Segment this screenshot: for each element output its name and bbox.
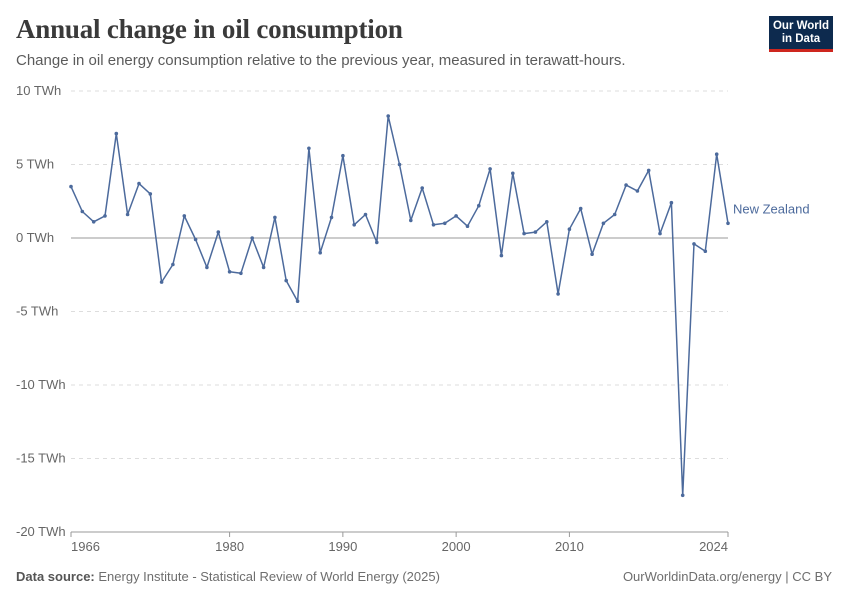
data-point — [205, 265, 209, 270]
data-point — [125, 212, 130, 217]
data-point — [341, 153, 345, 158]
data-point — [545, 220, 549, 224]
credit-link[interactable]: OurWorldinData.org/energy | CC BY — [622, 569, 832, 584]
data-point — [227, 270, 232, 274]
x-tick-label: 2000 — [442, 539, 471, 554]
data-point — [318, 250, 323, 255]
data-point — [171, 262, 175, 267]
data-point — [499, 253, 504, 258]
data-point — [114, 131, 119, 136]
data-point — [420, 186, 425, 190]
data-point — [431, 223, 436, 227]
chart-subtitle: Change in oil energy consumption relativ… — [16, 52, 626, 69]
data-point — [443, 221, 447, 226]
data-point — [91, 220, 96, 224]
data-point — [386, 114, 391, 118]
data-point — [624, 183, 628, 187]
data-point — [680, 493, 685, 498]
data-point — [273, 215, 277, 220]
data-point — [635, 189, 640, 193]
data-point — [375, 240, 379, 245]
series-line — [70, 115, 729, 497]
series-label: New Zealand — [733, 201, 810, 216]
x-tick-label: 2024 — [699, 539, 728, 554]
data-point — [669, 200, 674, 205]
data-point — [409, 218, 413, 223]
data-point — [239, 271, 243, 276]
y-tick-label: 10 TWh — [16, 83, 61, 98]
data-point — [284, 278, 289, 283]
y-tick-label: 5 TWh — [16, 157, 54, 172]
data-point — [261, 265, 266, 270]
data-point — [646, 168, 651, 173]
data-point — [692, 242, 696, 246]
data-point — [488, 167, 492, 171]
x-tick-label: 1966 — [71, 539, 100, 554]
data-point — [477, 203, 481, 208]
logo-line-1: Our World — [772, 19, 829, 32]
data-point — [69, 184, 73, 189]
data-point — [601, 221, 606, 226]
data-point — [612, 212, 617, 217]
data-source-text[interactable]: Energy Institute - Statistical Review of… — [98, 569, 440, 584]
data-point — [159, 280, 164, 284]
data-point — [193, 237, 198, 242]
logo-line-2: in Data — [781, 32, 821, 45]
y-tick-label: -10 TWh — [16, 377, 66, 392]
x-tick-label: 1990 — [328, 539, 357, 554]
y-tick-label: -5 TWh — [16, 304, 58, 319]
data-point — [465, 224, 470, 228]
data-point — [533, 230, 538, 234]
data-point — [714, 152, 719, 156]
data-point — [103, 214, 107, 218]
data-source-label: Data source: — [16, 569, 95, 584]
data-point — [80, 209, 85, 214]
data-point — [137, 181, 141, 186]
x-tick-label: 2010 — [555, 539, 584, 554]
data-point — [307, 146, 311, 151]
y-tick-label: -20 TWh — [16, 524, 66, 539]
data-point — [329, 215, 334, 220]
data-source: Data source: Energy Institute - Statisti… — [16, 569, 440, 584]
data-point — [556, 292, 560, 296]
data-point — [578, 206, 583, 211]
data-point — [250, 236, 254, 240]
data-point — [216, 230, 221, 234]
x-tick-label: 1980 — [215, 539, 244, 554]
data-point — [295, 299, 300, 304]
data-point — [454, 214, 458, 218]
data-point — [182, 214, 187, 218]
chart-title: Annual change in oil consumption — [16, 14, 403, 44]
data-point — [703, 249, 708, 253]
data-point — [590, 252, 594, 256]
data-point — [352, 223, 357, 227]
data-point — [567, 227, 572, 231]
y-tick-label: -15 TWh — [16, 451, 66, 466]
data-point — [658, 231, 662, 236]
y-tick-label: 0 TWh — [16, 230, 54, 245]
data-point — [397, 162, 402, 167]
owid-logo[interactable]: Our World in Data — [769, 16, 833, 52]
data-point — [363, 212, 368, 217]
data-point — [726, 221, 730, 226]
data-point — [511, 171, 515, 176]
data-point — [522, 231, 526, 236]
data-point — [148, 192, 153, 196]
